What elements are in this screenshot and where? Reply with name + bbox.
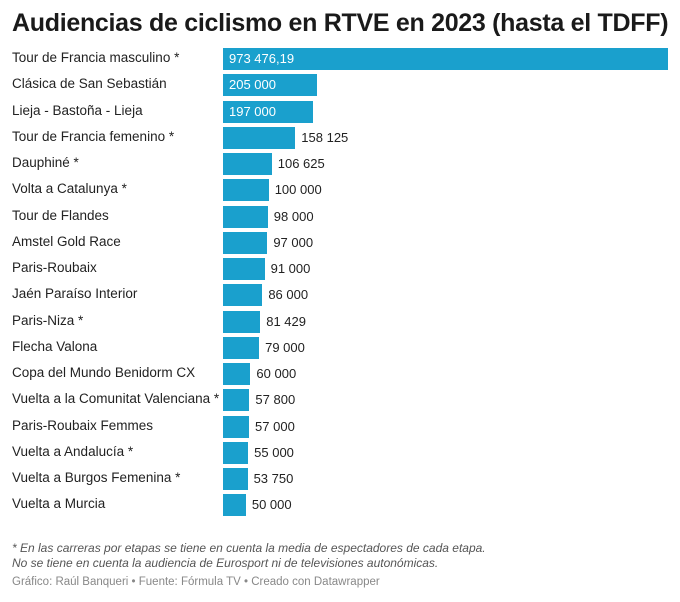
category-label: Vuelta a Burgos Femenina * (12, 470, 181, 485)
chart-footer: Gráfico: Raúl Banqueri • Fuente: Fórmula… (12, 576, 380, 588)
bar (223, 389, 250, 412)
bar (223, 415, 250, 438)
bar (223, 231, 268, 254)
category-label: Clásica de San Sebastián (12, 76, 167, 92)
chart-notes: * En las carreras por etapas se tiene en… (12, 541, 486, 571)
value-label: 197 000 (229, 103, 276, 119)
value-label: 158 125 (301, 129, 349, 145)
value-label: 57 800 (255, 392, 296, 408)
category-label: Paris-Niza * (12, 312, 84, 328)
value-label: 86 000 (268, 287, 309, 303)
category-label: Paris-Roubaix (12, 260, 97, 275)
bar-row: Lieja - Bastoña - Lieja 197 000 (0, 99, 680, 125)
note-line: No se tiene en cuenta la audiencia de Eu… (12, 556, 439, 570)
category-label: Lieja - Bastoña - Lieja (12, 102, 143, 118)
category-label: Vuelta a Murcia (12, 496, 106, 512)
chart-title: Audiencias de ciclismo en RTVE en 2023 (… (12, 9, 669, 37)
bar-row: Clásica de San Sebastián 205 000 (0, 72, 680, 98)
bar-row: Dauphiné * 106 625 (0, 151, 680, 177)
category-label: Flecha Valona (12, 338, 98, 354)
category-label: Tour de Francia femenino * (12, 128, 175, 144)
value-label: 81 429 (266, 313, 306, 329)
value-label: 97 000 (273, 234, 314, 250)
value-label: 91 000 (270, 261, 311, 276)
bar-row: Copa del Mundo Benidorm CX 60 000 (0, 361, 680, 387)
bar-row: Vuelta a Andalucía * 55 000 (0, 440, 680, 466)
bar (223, 100, 314, 123)
category-label: Amstel Gold Race (12, 233, 121, 249)
value-label: 55 000 (254, 444, 294, 460)
bar (223, 494, 246, 517)
bar-row: Volta a Catalunya * 100 000 (0, 177, 680, 203)
category-label: Volta a Catalunya * (12, 181, 127, 197)
value-label: 60 000 (256, 366, 297, 381)
bar-row: Jaén Paraíso Interior 86 000 (0, 282, 680, 308)
bar (223, 126, 296, 149)
category-label: Vuelta a la Comunitat Valenciana * (12, 391, 220, 407)
category-label: Paris-Roubaix Femmes (12, 417, 154, 433)
value-label: 57 000 (255, 418, 295, 434)
category-label: Copa del Mundo Benidorm CX (12, 365, 196, 380)
bar-row: Tour de Francia femenino * 158 125 (0, 125, 680, 151)
bar-row: Paris-Roubaix 91 000 (0, 256, 680, 282)
bar (223, 284, 263, 307)
category-label: Jaén Paraíso Interior (12, 286, 138, 302)
category-label: Vuelta a Andalucía * (12, 443, 134, 459)
bar-row: Amstel Gold Race 97 000 (0, 230, 680, 256)
category-label: Tour de Francia masculino * (12, 50, 180, 65)
bar (223, 74, 317, 97)
bar (223, 310, 261, 333)
bar-row: Flecha Valona 79 000 (0, 335, 680, 361)
category-label: Dauphiné * (12, 155, 79, 170)
value-label: 50 000 (251, 497, 292, 513)
value-label: 106 625 (277, 156, 325, 171)
value-label: 53 750 (253, 471, 294, 486)
bar (223, 336, 260, 359)
note-line: * En las carreras por etapas se tiene en… (12, 541, 486, 555)
bar-row: Paris-Roubaix Femmes 57 000 (0, 414, 680, 440)
bar (223, 179, 269, 202)
bar (223, 205, 268, 228)
bar-chart: Tour de Francia masculino * 973 476,19 Clá… (0, 46, 680, 526)
bar (223, 258, 265, 280)
bar (223, 468, 248, 490)
value-label: 100 000 (274, 182, 322, 198)
bar-row: Vuelta a la Comunitat Valenciana * 57 800 (0, 387, 680, 413)
bar (223, 363, 251, 385)
bar-row: Vuelta a Murcia 50 000 (0, 492, 680, 518)
bar-row: Paris-Niza * 81 429 (0, 309, 680, 335)
category-label: Tour de Flandes (12, 207, 109, 223)
bar-row: Tour de Francia masculino * 973 476,19 (0, 46, 680, 72)
bar-row: Vuelta a Burgos Femenina * 53 750 (0, 466, 680, 492)
bar (223, 441, 249, 464)
bar-row: Tour de Flandes 98 000 (0, 204, 680, 230)
value-label: 98 000 (273, 208, 314, 224)
bar (223, 153, 272, 175)
value-label: 973 476,19 (229, 51, 295, 66)
value-label: 79 000 (265, 339, 305, 355)
value-label: 205 000 (229, 77, 276, 93)
bar (223, 48, 668, 70)
